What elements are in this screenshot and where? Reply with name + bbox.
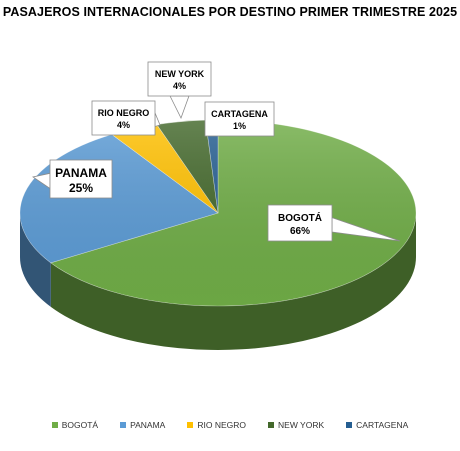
pie-side-bogota (50, 213, 417, 350)
callout-box-rio-negro (91, 100, 156, 136)
callout-pointer-new-york (169, 95, 190, 120)
legend-swatch-rio-negro (187, 422, 194, 428)
callout-pointer-rio-negro (154, 112, 161, 128)
data-label-category-panama: PANAMA (55, 166, 107, 180)
callout-box-bogota (267, 204, 333, 242)
pie-slices (19, 119, 417, 307)
legend-item-new-york: NEW YORK (268, 420, 324, 430)
legend-swatch-bogota (51, 422, 58, 428)
data-label-value-cartagena: 1% (233, 121, 246, 131)
legend-item-panama: PANAMA (120, 420, 165, 430)
data-label-category-rio-negro: RIO NEGRO (98, 108, 150, 118)
legend-swatch-panama (120, 422, 127, 428)
data-label-value-new-york: 4% (173, 81, 186, 91)
data-label-category-cartagena: CARTAGENA (211, 109, 268, 119)
callout-box-cartagena (204, 101, 275, 137)
legend-label-cartagena: CARTAGENA (356, 420, 409, 430)
data-label-value-bogota: 66% (290, 226, 310, 237)
legend: BOGOTÁ PANAMA RIO NEGRO NEW YORK CARTAGENA (0, 420, 460, 430)
callout-box-panama (49, 159, 113, 199)
data-label-category-bogota: BOGOTÁ (278, 211, 322, 224)
legend-label-panama: PANAMA (130, 420, 166, 430)
chart-title: PASAJEROS INTERNACIONALES POR DESTINO PR… (2, 5, 458, 19)
legend-swatch-cartagena (346, 422, 353, 428)
data-label-category-new-york: NEW YORK (155, 69, 205, 79)
legend-item-cartagena: CARTAGENA (346, 420, 408, 430)
data-label-value-panama: 25% (69, 181, 93, 195)
data-label-value-rio-negro: 4% (117, 120, 130, 130)
legend-swatch-new-york (268, 422, 275, 428)
legend-label-rio-negro: RIO NEGRO (197, 420, 247, 430)
legend-label-new-york: NEW YORK (278, 420, 325, 430)
callout-box-new-york (147, 61, 212, 97)
legend-item-bogota: BOGOTÁ (51, 420, 99, 430)
legend-label-bogota: BOGOTÁ (61, 420, 99, 430)
legend-item-rio-negro: RIO NEGRO (187, 420, 246, 430)
